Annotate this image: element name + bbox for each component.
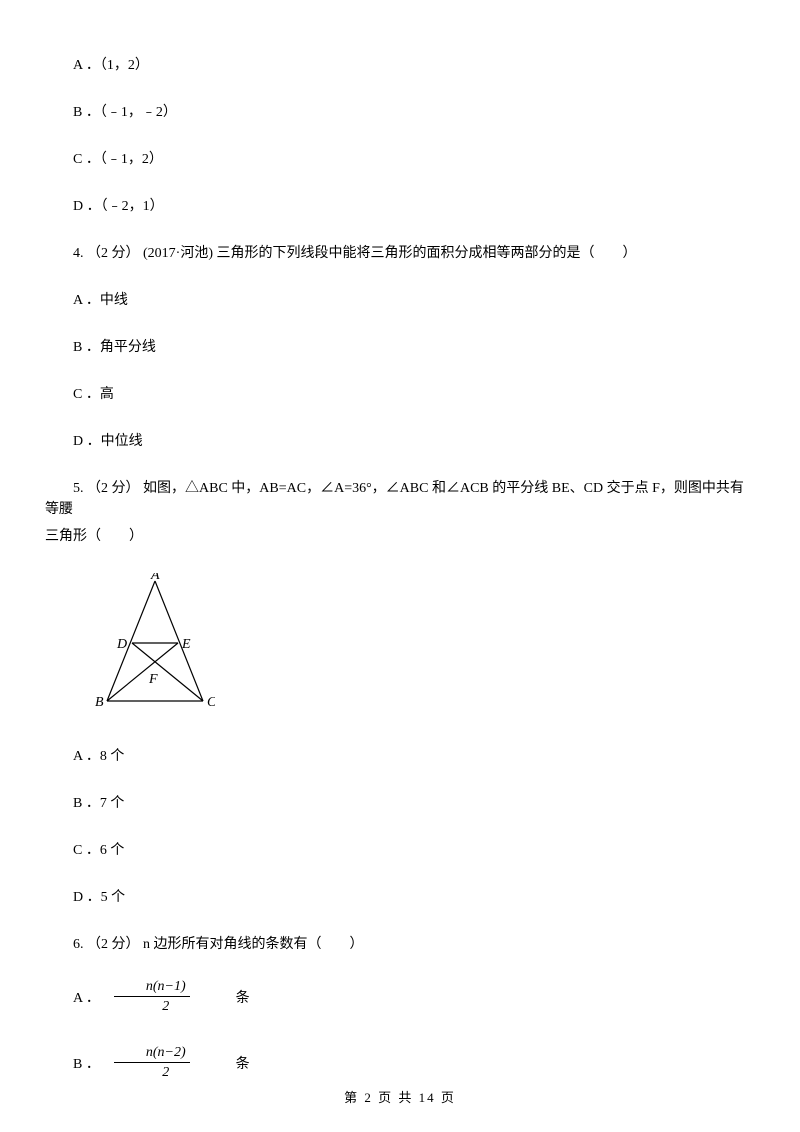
q6-a-suffix: 条 <box>208 988 250 1009</box>
q6-b-suffix: 条 <box>208 1054 250 1075</box>
q6-a-fraction: n(n−1) 2 <box>114 979 190 1015</box>
q6-b-numerator: n(n−2) <box>114 1045 190 1063</box>
svg-text:E: E <box>181 637 191 652</box>
q6-a-denominator: 2 <box>134 997 169 1014</box>
q5-stem-line1: 5. （2 分） 如图，△ABC 中，AB=AC，∠A=36°，∠ABC 和∠A… <box>45 478 755 520</box>
q4-option-d: D ．中位线 <box>45 431 755 452</box>
q6-stem: 6. （2 分） n 边形所有对角线的条数有（ ） <box>45 934 755 955</box>
svg-text:D: D <box>116 637 127 652</box>
q6-b-prefix: B ． <box>45 1054 100 1075</box>
svg-text:C: C <box>207 695 215 710</box>
q6-option-b: B ． n(n−2) 2 条 <box>45 1047 755 1083</box>
svg-text:F: F <box>148 672 158 687</box>
q6-b-denominator: 2 <box>134 1063 169 1080</box>
q3-option-a: A ．（1，2） <box>45 55 755 76</box>
q5-option-a: A ．8 个 <box>45 746 755 767</box>
svg-text:A: A <box>150 573 160 583</box>
q4-option-b: B ．角平分线 <box>45 337 755 358</box>
q6-b-fraction: n(n−2) 2 <box>114 1045 190 1081</box>
svg-text:B: B <box>95 695 104 710</box>
q5-stem-line2: 三角形（ ） <box>45 526 755 547</box>
q6-option-a: A ． n(n−1) 2 条 <box>45 981 755 1017</box>
q5-figure: A B C D E F <box>95 573 755 720</box>
q4-option-a: A ．中线 <box>45 290 755 311</box>
q4-stem: 4. （2 分） (2017·河池) 三角形的下列线段中能将三角形的面积分成相等… <box>45 243 755 264</box>
q5-option-b: B ．7 个 <box>45 793 755 814</box>
q3-option-c: C ．（﹣1，2） <box>45 149 755 170</box>
q6-a-prefix: A ． <box>45 988 100 1009</box>
q6-a-numerator: n(n−1) <box>114 979 190 997</box>
q3-option-b: B ．（﹣1，﹣2） <box>45 102 755 123</box>
q4-option-c: C ．高 <box>45 384 755 405</box>
page-footer: 第 2 页 共 14 页 <box>0 1088 800 1108</box>
triangle-diagram: A B C D E F <box>95 573 215 713</box>
q3-option-d: D ．（﹣2，1） <box>45 196 755 217</box>
q5-option-c: C ．6 个 <box>45 840 755 861</box>
q5-option-d: D ．5 个 <box>45 887 755 908</box>
